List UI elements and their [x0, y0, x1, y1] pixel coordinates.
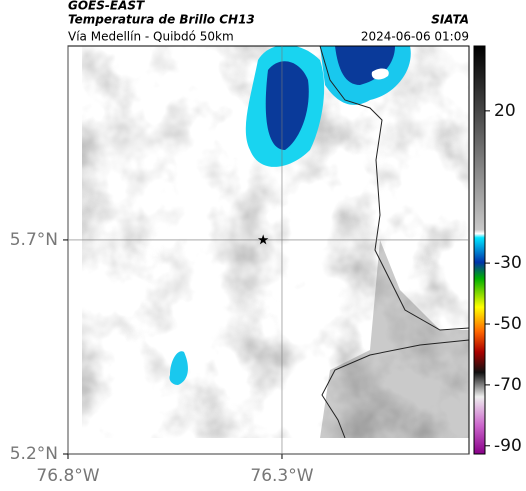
colorbar-tick-label: -70: [494, 375, 522, 395]
colorbar-tick-label: -50: [494, 314, 522, 334]
x-tick-label: 76.3°W: [250, 466, 313, 486]
colorbar-tick-label: -90: [494, 436, 522, 456]
x-tick-label: 76.8°W: [36, 466, 99, 486]
satellite-image: [82, 46, 469, 438]
subtitle: Temperatura de Brillo CH13: [68, 13, 255, 27]
y-tick-label: 5.2°N: [10, 444, 58, 464]
datetime: 2024-06-06 01:09: [361, 30, 469, 44]
route: Vía Medellín - Quibdó 50km: [68, 30, 234, 44]
location-marker: [257, 234, 269, 245]
title: GOES-EAST: [68, 0, 145, 13]
colorbar: [473, 45, 486, 455]
colorbar-tick-label: -30: [494, 253, 522, 273]
y-tick-label: 5.7°N: [10, 230, 58, 250]
source: SIATA: [431, 13, 469, 27]
colorbar-tick-label: 20: [494, 101, 516, 121]
